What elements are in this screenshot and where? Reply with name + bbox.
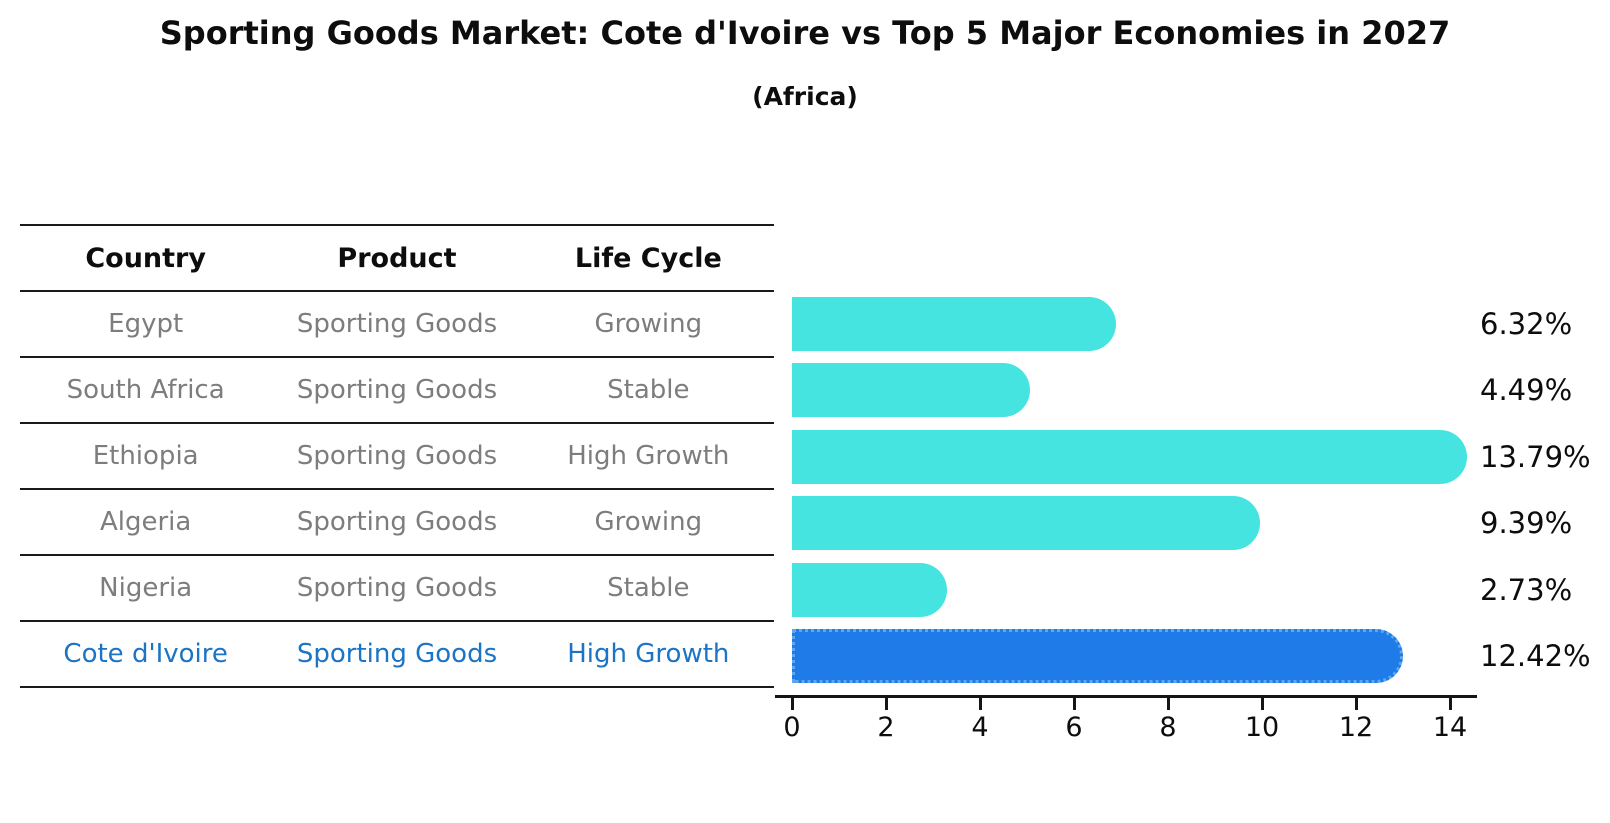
table-row: Egypt Sporting Goods Growing xyxy=(20,292,774,358)
bar-egypt xyxy=(792,297,1117,351)
cell-product: Sporting Goods xyxy=(296,441,498,471)
table-row: Nigeria Sporting Goods Stable xyxy=(20,556,774,622)
page-subtitle: (Africa) xyxy=(752,82,858,111)
value-label-ethiopia: 13.79% xyxy=(1480,440,1591,474)
cell-life-cycle: Growing xyxy=(594,309,703,339)
x-axis-tick-label: 6 xyxy=(1065,712,1083,743)
value-label-nigeria: 2.73% xyxy=(1480,573,1573,607)
cell-product: Sporting Goods xyxy=(296,639,498,669)
value-label-south-africa: 4.49% xyxy=(1480,373,1573,407)
table-row-highlighted: Cote d'Ivoire Sporting Goods High Growth xyxy=(20,622,774,688)
cell-life-cycle: High Growth xyxy=(567,639,730,669)
value-label-algeria: 9.39% xyxy=(1480,506,1573,540)
value-label-cote-d-ivoire: 12.42% xyxy=(1480,639,1591,673)
cell-country: Algeria xyxy=(99,507,192,537)
header-country: Country xyxy=(85,242,206,274)
x-axis-tick-label: 8 xyxy=(1159,712,1177,743)
x-axis-tick-label: 14 xyxy=(1432,712,1468,743)
x-axis-tick xyxy=(979,698,982,710)
page-title: Sporting Goods Market: Cote d'Ivoire vs … xyxy=(159,14,1451,52)
table-row: South Africa Sporting Goods Stable xyxy=(20,358,774,424)
header-product: Product xyxy=(337,242,457,274)
x-axis-tick xyxy=(1261,698,1264,710)
x-axis-tick-label: 10 xyxy=(1244,712,1280,743)
table-row: Algeria Sporting Goods Growing xyxy=(20,490,774,556)
cell-country: Ethiopia xyxy=(92,441,199,471)
bar-cote-d-ivoire-highlighted xyxy=(792,629,1403,683)
x-axis-tick xyxy=(1073,698,1076,710)
cell-life-cycle: Stable xyxy=(607,375,690,405)
bar-algeria xyxy=(792,496,1261,550)
x-axis-tick-label: 12 xyxy=(1338,712,1374,743)
x-axis-tick-label: 0 xyxy=(783,712,801,743)
x-axis-tick xyxy=(1449,698,1452,710)
cell-country: Nigeria xyxy=(99,573,193,603)
table-header-row: Country Product Life Cycle xyxy=(20,226,774,292)
x-axis-tick xyxy=(1355,698,1358,710)
cell-country: Egypt xyxy=(108,309,184,339)
cell-life-cycle: High Growth xyxy=(567,441,730,471)
x-axis-tick xyxy=(791,698,794,710)
cell-country: Cote d'Ivoire xyxy=(63,639,228,669)
x-axis-tick xyxy=(885,698,888,710)
x-axis-line xyxy=(775,695,1477,698)
bar-ethiopia xyxy=(792,430,1468,484)
cell-product: Sporting Goods xyxy=(296,375,498,405)
x-axis-tick-label: 2 xyxy=(877,712,895,743)
cell-product: Sporting Goods xyxy=(296,507,498,537)
bar-south-africa xyxy=(792,363,1031,417)
bar-nigeria xyxy=(792,563,948,617)
cell-product: Sporting Goods xyxy=(296,573,498,603)
header-life-cycle: Life Cycle xyxy=(574,242,722,274)
cell-country: South Africa xyxy=(66,375,225,405)
table-row: Ethiopia Sporting Goods High Growth xyxy=(20,424,774,490)
cell-product: Sporting Goods xyxy=(296,309,498,339)
cell-life-cycle: Growing xyxy=(594,507,703,537)
value-label-egypt: 6.32% xyxy=(1480,307,1573,341)
x-axis-tick-label: 4 xyxy=(971,712,989,743)
country-table: Country Product Life Cycle Egypt Sportin… xyxy=(20,224,774,688)
x-axis-tick xyxy=(1167,698,1170,710)
cell-life-cycle: Stable xyxy=(607,573,690,603)
